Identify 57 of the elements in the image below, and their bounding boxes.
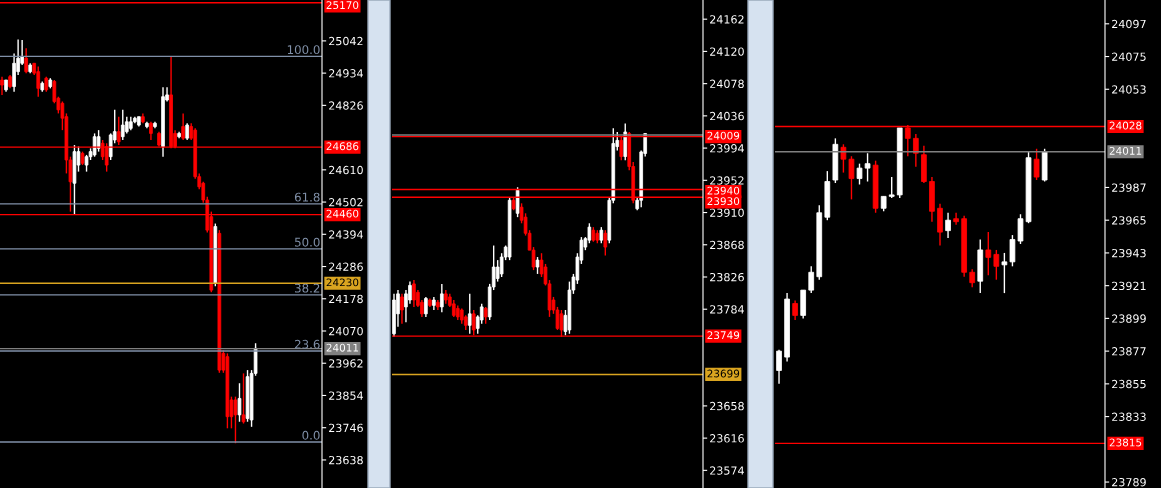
y-tick-label: 23952: [710, 176, 744, 185]
ref-line-label: 23699: [707, 369, 740, 378]
y-tick-label: 23877: [1112, 347, 1146, 356]
ref-line-label: 23815: [1109, 438, 1142, 447]
y-tick-label: 23921: [1112, 281, 1146, 291]
ref-line-label: 23930: [707, 197, 740, 206]
y-tick-label: 24053: [1112, 85, 1146, 94]
y-tick-label: 24162: [710, 15, 744, 24]
y-tick-label: 24502: [329, 198, 363, 207]
ref-line-label: 23749: [707, 331, 740, 340]
y-tick-label: 23784: [710, 305, 744, 314]
y-tick-label: 23826: [710, 272, 744, 282]
annotation: 61.8: [294, 192, 320, 202]
annotation: 38.2: [295, 283, 320, 293]
annotation: 100.0: [287, 45, 320, 55]
y-tick-label: 23868: [710, 240, 744, 250]
ref-line-label: 24460: [326, 209, 359, 218]
y-tick-label: 24610: [329, 165, 363, 175]
y-tick-label: 23746: [329, 423, 363, 433]
annotation: 0.0: [302, 430, 320, 440]
ref-line-label: 24230: [326, 278, 359, 287]
ref-line-label: 23940: [707, 186, 740, 195]
y-tick-label: 24120: [710, 47, 744, 56]
ref-line-label: 24011: [326, 343, 359, 352]
y-tick-label: 24070: [329, 326, 363, 336]
y-tick-label: 23658: [710, 401, 744, 411]
y-tick-label: 23854: [329, 391, 363, 400]
y-tick-label: 25042: [329, 36, 363, 46]
y-tick-label: 24075: [1112, 52, 1146, 61]
annotation: 23.6: [294, 339, 320, 349]
y-tick-label: 23833: [1112, 412, 1146, 421]
ref-line-label: 24028: [1109, 121, 1142, 130]
y-tick-label: 24078: [710, 79, 744, 89]
y-tick-label: 23616: [710, 434, 744, 443]
y-tick-label: 23965: [1112, 216, 1146, 225]
y-tick-label: 24036: [710, 111, 744, 121]
y-tick-label: 23962: [329, 359, 363, 368]
y-tick-label: 23574: [710, 466, 744, 475]
y-tick-label: 23789: [1112, 478, 1146, 487]
y-tick-label: 24934: [329, 69, 363, 78]
y-tick-label: 24394: [329, 230, 363, 239]
annotation: 50.0: [295, 237, 320, 247]
y-tick-label: 23994: [710, 144, 744, 153]
y-tick-label: 23987: [1112, 183, 1146, 192]
ref-line-label: 25170: [326, 1, 359, 10]
y-tick-label: 23855: [1112, 379, 1146, 389]
y-tick-label: 24286: [329, 262, 363, 271]
y-tick-label: 24097: [1112, 19, 1146, 29]
y-tick-label: 23638: [329, 455, 363, 465]
ref-line-label: 24009: [707, 131, 740, 140]
ref-line-label: 24686: [326, 142, 359, 151]
y-tick-label: 23943: [1112, 248, 1146, 258]
y-tick-label: 23899: [1112, 314, 1146, 323]
y-tick-label: 24826: [329, 101, 363, 110]
ref-line-label: 24011: [1109, 146, 1142, 155]
y-tick-label: 23910: [710, 208, 744, 217]
y-tick-label: 24178: [329, 294, 363, 304]
